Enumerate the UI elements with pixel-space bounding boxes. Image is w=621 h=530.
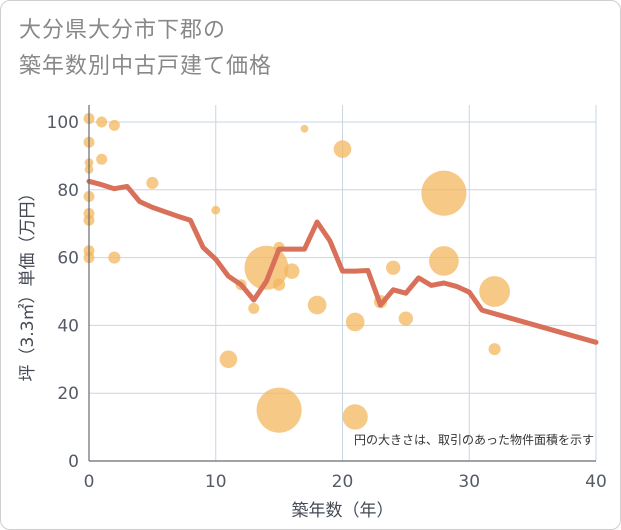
- bubble-point: [146, 176, 159, 190]
- tick-labels: 0 20 40 60 80 100 0 10 20 30 40: [47, 113, 607, 492]
- chart-title-line-2: 築年数別中古戸建て価格: [19, 54, 273, 79]
- x-tick-label: 20: [332, 472, 354, 492]
- bubble-point: [248, 302, 260, 314]
- average-line: [86, 178, 599, 345]
- bubble-point: [479, 276, 510, 307]
- bubble-point: [108, 251, 121, 264]
- bubble-point: [429, 246, 459, 276]
- bubble-point: [386, 260, 401, 275]
- bubble-point: [273, 278, 286, 291]
- bubble-point: [398, 311, 414, 326]
- bubble-point: [211, 205, 221, 215]
- bubble-point: [108, 119, 120, 131]
- y-tick-label: 40: [57, 316, 79, 336]
- bubble-point: [345, 312, 365, 332]
- bubble-point: [300, 124, 309, 133]
- bubble-point: [342, 404, 368, 430]
- bubble-point: [96, 153, 108, 165]
- x-tick-label: 10: [205, 472, 227, 492]
- bubble-point: [256, 387, 302, 433]
- x-tick-label: 40: [585, 472, 607, 492]
- grid: [88, 105, 597, 462]
- bubble-point: [307, 295, 327, 315]
- x-tick-label: 30: [458, 472, 480, 492]
- chart-title-line-1: 大分県大分市下郡の: [19, 18, 227, 43]
- y-tick-label: 60: [57, 249, 79, 269]
- bubble-size-note: 円の大きさは、取引のあった物件面積を示す: [354, 432, 594, 447]
- average-line-series: [86, 178, 599, 345]
- chart-title: 大分県大分市下郡の 築年数別中古戸建て価格: [19, 13, 272, 85]
- bubble-point: [284, 263, 300, 279]
- bubble-series: [83, 113, 510, 433]
- bubble-point: [488, 343, 501, 356]
- bubble-point: [219, 350, 238, 369]
- bubble-point: [96, 116, 108, 128]
- bubble-point: [333, 140, 352, 158]
- y-tick-label: 0: [68, 452, 79, 472]
- y-tick-label: 20: [57, 384, 79, 404]
- axes: [88, 105, 596, 462]
- y-axis-label: 坪（3.3㎡）単価（万円）: [18, 184, 38, 381]
- x-axis-label: 築年数（年）: [292, 501, 394, 521]
- x-tick-label: 0: [84, 472, 95, 492]
- bubble-point: [421, 170, 467, 216]
- y-tick-label: 100: [47, 113, 79, 133]
- y-tick-label: 80: [57, 181, 79, 201]
